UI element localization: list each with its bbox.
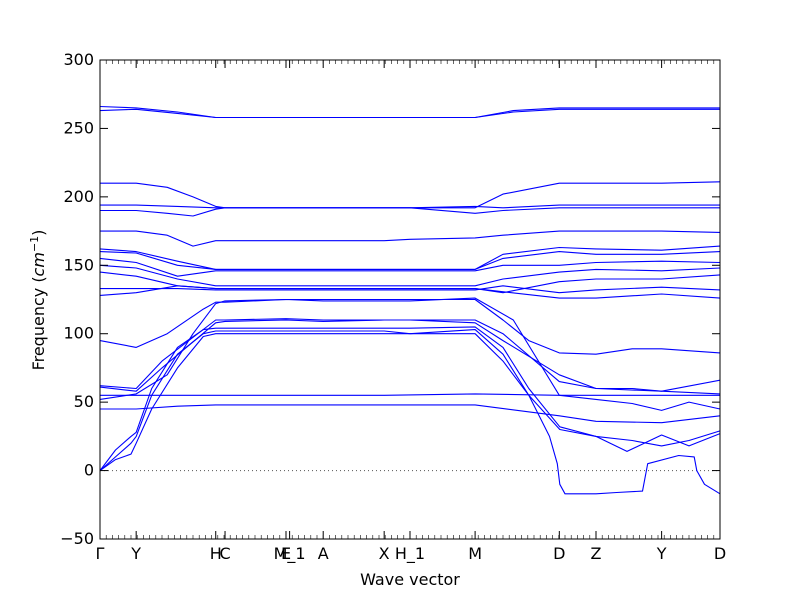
x-tick-label: M [468,544,482,563]
band-line-14 [99,257,721,277]
x-tick-label: M_1 [274,544,306,564]
band-line-13 [99,264,721,287]
band-line-12 [99,271,721,294]
band-line-2 [99,329,721,472]
band-line-11 [100,285,721,294]
y-axis-label: Frequency (cm−1) [28,230,48,371]
band-line-9 [99,298,721,355]
y-axis-label-exponent: −1 [28,236,41,252]
band-line-8 [99,319,721,392]
y-tick-label: 0 [84,461,94,480]
band-line-17 [100,230,721,247]
x-tick-label: Y [130,544,141,563]
y-tick-label: 150 [63,255,94,274]
y-axis-label-suffix: ) [29,230,48,236]
x-tick-label: Γ [96,544,105,563]
y-axis-label-prefix: Frequency ( [29,276,48,370]
y-tick-label: −50 [60,529,94,548]
band-line-4 [100,404,721,424]
band-line-6 [100,393,720,396]
x-tick-label: Z [591,544,602,563]
labels-layer: Wave vector Frequency (cm−1) [28,230,460,589]
axes-layer: −50 0 50 100 150 200 250 300 Γ Y HC EM_1 A X H_1 M D Z Y D [60,50,726,564]
x-tick-label: Y [656,544,667,563]
y-tick-label: 100 [63,324,94,343]
x-axis-label: Wave vector [360,570,460,589]
band-line-3 [99,326,721,471]
band-line-20 [100,181,721,209]
x-tick-label: C [219,544,230,563]
x-tick-label: H_1 [395,544,425,564]
x-tick-label: X [379,544,390,563]
x-tick-label: E [281,544,291,563]
y-tick-label: 300 [63,50,94,69]
y-axis-label-unit: cm [29,252,48,276]
y-tick-label: 50 [74,392,94,411]
band-line-22 [99,105,720,119]
x-tick-label: H [210,544,222,563]
y-tick-label: 250 [63,118,94,137]
band-line-1 [99,333,721,495]
x-tick-label: D [714,544,726,563]
x-tick-label: D [553,544,565,563]
y-tick-label: 200 [63,187,94,206]
band-line-16 [99,245,721,270]
series-layer [99,105,721,495]
x-tick-label: A [318,544,329,563]
